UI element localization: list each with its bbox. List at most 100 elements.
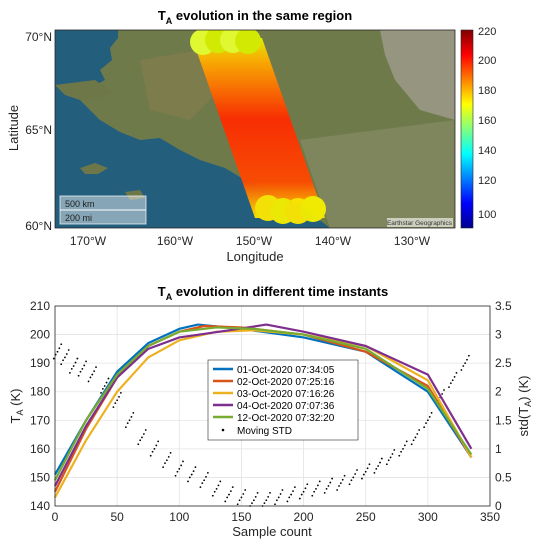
std-point bbox=[242, 493, 245, 495]
std-point bbox=[467, 354, 470, 357]
legend-box bbox=[207, 359, 359, 441]
std-point bbox=[174, 474, 177, 477]
std-point bbox=[192, 470, 195, 473]
std-point bbox=[391, 453, 394, 455]
std-point bbox=[361, 477, 363, 480]
std-point bbox=[100, 391, 102, 394]
std-point bbox=[62, 359, 64, 362]
std-point bbox=[85, 360, 87, 363]
std-point bbox=[52, 357, 55, 360]
std-point bbox=[352, 476, 355, 479]
std-point bbox=[311, 494, 314, 497]
y-tick-label-right: 2 bbox=[495, 385, 502, 399]
colorbar-tick: 200 bbox=[478, 55, 496, 67]
std-point bbox=[426, 419, 429, 422]
std-point bbox=[292, 490, 294, 493]
x-tick-label: 100 bbox=[169, 510, 189, 524]
std-point bbox=[377, 465, 380, 467]
legend-label: 02-Oct-2020 07:25:16 bbox=[237, 377, 335, 388]
std-point bbox=[460, 369, 463, 371]
std-point bbox=[254, 495, 257, 498]
std-point bbox=[379, 461, 381, 464]
std-point bbox=[95, 366, 97, 369]
std-point bbox=[215, 487, 218, 490]
legend-label: 01-Oct-2020 07:34:05 bbox=[237, 365, 335, 376]
y-tick-label-right: 2.5 bbox=[495, 356, 512, 370]
std-point bbox=[443, 389, 445, 391]
series-line bbox=[54, 326, 473, 481]
std-point bbox=[58, 347, 61, 350]
legend-label: Moving STD bbox=[237, 426, 292, 437]
std-point bbox=[315, 487, 317, 490]
std-point bbox=[453, 375, 456, 378]
map-y-ticks: 70°N 65°N 60°N bbox=[25, 30, 52, 233]
std-point bbox=[275, 499, 278, 502]
std-point bbox=[339, 482, 342, 485]
std-point bbox=[281, 489, 284, 491]
std-point bbox=[306, 483, 309, 486]
y-tick-label-right: 1.5 bbox=[495, 413, 512, 427]
colorbar-tick: 220 bbox=[478, 26, 496, 38]
std-point bbox=[89, 376, 92, 379]
std-point bbox=[69, 371, 71, 374]
std-point bbox=[124, 426, 127, 429]
std-point bbox=[226, 496, 229, 499]
std-point bbox=[199, 486, 202, 489]
std-point bbox=[354, 473, 357, 475]
std-point bbox=[412, 439, 415, 442]
std-point bbox=[151, 450, 154, 453]
x-tick-label: 0 bbox=[52, 510, 59, 524]
std-point bbox=[93, 370, 96, 373]
satellite-map[interactable]: 500 km 200 mi Earthstar Geographics bbox=[55, 27, 455, 228]
std-point bbox=[336, 489, 339, 491]
std-point bbox=[380, 457, 383, 460]
std-point bbox=[149, 454, 152, 457]
std-point bbox=[91, 373, 94, 376]
series-lines bbox=[54, 323, 473, 498]
std-point bbox=[64, 356, 66, 359]
std-point bbox=[76, 357, 79, 360]
std-point bbox=[425, 422, 427, 425]
std-point bbox=[130, 415, 133, 418]
series-line bbox=[54, 323, 473, 487]
chart-y-label-left: TA (K) bbox=[8, 389, 25, 424]
std-point bbox=[313, 490, 316, 493]
brightness-swath bbox=[190, 30, 326, 224]
std-point bbox=[387, 459, 390, 462]
scale-mi-label: 200 mi bbox=[65, 213, 92, 223]
std-point bbox=[318, 480, 321, 483]
std-point bbox=[60, 363, 63, 366]
std-point bbox=[263, 502, 266, 505]
colorbar-tick: 160 bbox=[478, 115, 496, 127]
std-point bbox=[236, 503, 239, 506]
std-point bbox=[304, 487, 307, 490]
std-point bbox=[155, 444, 158, 447]
std-point bbox=[402, 447, 404, 450]
nunivak-island bbox=[125, 190, 145, 200]
std-point bbox=[462, 365, 465, 367]
std-point bbox=[231, 486, 234, 489]
colorbar-tick: 140 bbox=[478, 145, 496, 157]
std-point bbox=[103, 385, 106, 387]
axis-ticks: 0 50 100 150 200 250 300 350 140 150 160 170 180 190 2… bbox=[30, 299, 512, 524]
std-point bbox=[316, 484, 319, 487]
std-point bbox=[180, 464, 183, 467]
std-point bbox=[167, 455, 170, 458]
map-ytick: 70°N bbox=[25, 30, 52, 44]
std-point bbox=[327, 485, 330, 487]
std-point bbox=[290, 493, 293, 496]
std-point bbox=[398, 454, 401, 457]
std-point bbox=[118, 395, 120, 398]
map-ytick: 60°N bbox=[25, 219, 52, 233]
chart-y-label-right: std(TA) (K) bbox=[516, 376, 533, 437]
colorbar-tick: 100 bbox=[478, 209, 496, 221]
std-point bbox=[83, 364, 86, 367]
std-point bbox=[144, 429, 147, 431]
std-point bbox=[188, 476, 191, 479]
map-xtick: 140°W bbox=[315, 234, 352, 248]
y-tick-label-left: 170 bbox=[30, 413, 50, 427]
std-point bbox=[137, 443, 140, 446]
std-point bbox=[203, 479, 206, 482]
map-xtick: 170°W bbox=[70, 234, 107, 248]
std-point bbox=[240, 496, 243, 499]
